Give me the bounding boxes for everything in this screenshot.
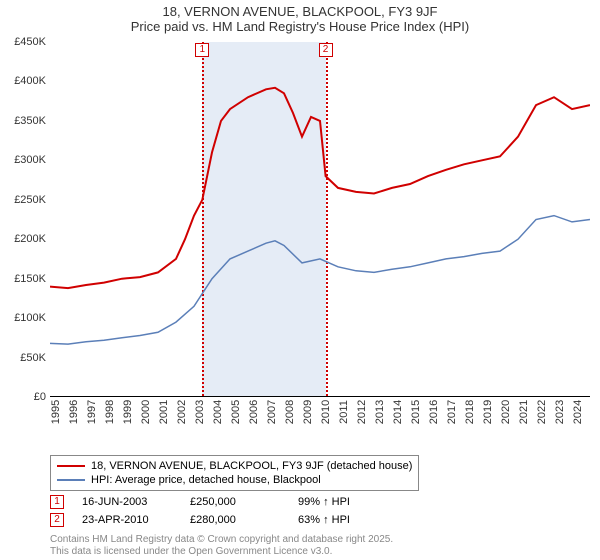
x-tick-label: 2024 (572, 400, 584, 424)
y-tick-label: £250K (2, 194, 46, 206)
x-tick-label: 2011 (338, 400, 350, 424)
x-tick-label: 2022 (536, 400, 548, 424)
x-tick-label: 2023 (554, 400, 566, 424)
transaction-marker-1: 1 (50, 495, 64, 509)
title-line-2: Price paid vs. HM Land Registry's House … (0, 19, 600, 34)
legend-label-property: 18, VERNON AVENUE, BLACKPOOL, FY3 9JF (d… (91, 459, 412, 473)
x-tick-label: 2008 (284, 400, 296, 424)
y-tick-label: £200K (2, 233, 46, 245)
x-tick-label: 2002 (176, 400, 188, 424)
x-tick-label: 2001 (158, 400, 170, 424)
x-tick-label: 2017 (446, 400, 458, 424)
y-tick-label: £450K (2, 36, 46, 48)
line-series (50, 42, 590, 397)
plot: £0£50K£100K£150K£200K£250K£300K£350K£400… (50, 42, 590, 397)
chart-plot-area: £0£50K£100K£150K£200K£250K£300K£350K£400… (50, 42, 590, 422)
transaction-date-2: 23-APR-2010 (82, 514, 172, 526)
x-tick-label: 2006 (248, 400, 260, 424)
transaction-price-1: £250,000 (190, 496, 280, 508)
legend-label-hpi: HPI: Average price, detached house, Blac… (91, 473, 321, 487)
chart-marker: 1 (195, 43, 209, 57)
x-tick-label: 2013 (374, 400, 386, 424)
chart-container: 18, VERNON AVENUE, BLACKPOOL, FY3 9JF Pr… (0, 0, 600, 560)
attribution-line-2: This data is licensed under the Open Gov… (50, 546, 393, 558)
legend-swatch-hpi (57, 479, 85, 481)
legend-row-property: 18, VERNON AVENUE, BLACKPOOL, FY3 9JF (d… (57, 459, 412, 473)
x-tick-label: 1998 (104, 400, 116, 424)
transaction-hpi-2: 63% ↑ HPI (298, 514, 388, 526)
transaction-hpi-1: 99% ↑ HPI (298, 496, 388, 508)
title-line-1: 18, VERNON AVENUE, BLACKPOOL, FY3 9JF (0, 4, 600, 19)
y-tick-label: £100K (2, 312, 46, 324)
y-tick-label: £50K (2, 352, 46, 364)
x-tick-label: 2005 (230, 400, 242, 424)
y-tick-label: £400K (2, 75, 46, 87)
x-tick-label: 2010 (320, 400, 332, 424)
x-tick-label: 1999 (122, 400, 134, 424)
y-tick-label: £150K (2, 273, 46, 285)
attribution-line-1: Contains HM Land Registry data © Crown c… (50, 534, 393, 546)
x-tick-label: 2015 (410, 400, 422, 424)
transaction-marker-2: 2 (50, 513, 64, 527)
x-tick-label: 1995 (50, 400, 62, 424)
x-tick-label: 2000 (140, 400, 152, 424)
x-tick-label: 2004 (212, 400, 224, 424)
x-tick-label: 2007 (266, 400, 278, 424)
legend-swatch-property (57, 465, 85, 467)
y-tick-label: £300K (2, 154, 46, 166)
transaction-date-1: 16-JUN-2003 (82, 496, 172, 508)
x-tick-label: 2019 (482, 400, 494, 424)
series_hpi-line (50, 216, 590, 345)
x-tick-label: 2012 (356, 400, 368, 424)
transaction-price-2: £280,000 (190, 514, 280, 526)
y-tick-label: £350K (2, 115, 46, 127)
transaction-row-2: 2 23-APR-2010 £280,000 63% ↑ HPI (50, 513, 388, 527)
x-tick-label: 1996 (68, 400, 80, 424)
x-tick-label: 2020 (500, 400, 512, 424)
legend-row-hpi: HPI: Average price, detached house, Blac… (57, 473, 412, 487)
x-tick-label: 1997 (86, 400, 98, 424)
legend: 18, VERNON AVENUE, BLACKPOOL, FY3 9JF (d… (50, 455, 419, 491)
attribution: Contains HM Land Registry data © Crown c… (50, 534, 393, 558)
x-tick-label: 2009 (302, 400, 314, 424)
transaction-row-1: 1 16-JUN-2003 £250,000 99% ↑ HPI (50, 495, 388, 509)
chart-marker: 2 (319, 43, 333, 57)
x-tick-label: 2016 (428, 400, 440, 424)
x-tick-label: 2014 (392, 400, 404, 424)
series_property-line (50, 88, 590, 288)
x-tick-label: 2003 (194, 400, 206, 424)
x-tick-label: 2021 (518, 400, 530, 424)
transaction-rows: 1 16-JUN-2003 £250,000 99% ↑ HPI 2 23-AP… (50, 495, 388, 531)
x-tick-label: 2018 (464, 400, 476, 424)
title-area: 18, VERNON AVENUE, BLACKPOOL, FY3 9JF Pr… (0, 0, 600, 34)
y-tick-label: £0 (2, 391, 46, 403)
